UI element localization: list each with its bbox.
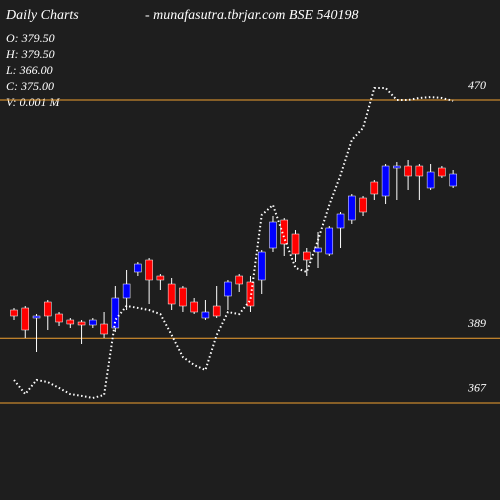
candle-body xyxy=(348,195,356,221)
annotation: O: 379.50 xyxy=(6,31,55,45)
candle-body xyxy=(100,323,108,335)
candle-body xyxy=(381,165,390,197)
candle-body xyxy=(415,165,424,177)
candle-body xyxy=(111,297,120,329)
candle-body xyxy=(134,263,142,273)
candle-body xyxy=(438,167,446,177)
chart-subtitle: - munafasutra.tbrjar.com BSE 540198 xyxy=(145,8,359,23)
candle-body xyxy=(167,283,176,305)
candle-body xyxy=(201,311,210,319)
candle-body xyxy=(66,319,75,325)
candle-body xyxy=(325,227,334,255)
candle-body xyxy=(156,275,165,281)
candle-body xyxy=(224,281,232,297)
candle-body xyxy=(269,221,277,249)
annotation: C: 375.00 xyxy=(6,79,54,93)
candle-body xyxy=(77,321,86,326)
annotation: L: 366.00 xyxy=(5,63,53,77)
candle-body xyxy=(426,171,435,189)
candle-body xyxy=(122,283,131,299)
candle-body xyxy=(145,259,153,281)
line-series xyxy=(13,86,454,399)
candle-body xyxy=(212,305,221,317)
candle-body xyxy=(89,319,97,326)
candle-body xyxy=(10,309,18,317)
chart-title: Daily Charts xyxy=(5,8,79,23)
annotation: H: 379.50 xyxy=(5,47,55,61)
candle-body xyxy=(359,197,367,213)
candle-body xyxy=(235,275,243,285)
candle-body xyxy=(393,165,401,169)
candle-body xyxy=(257,251,266,281)
candle-body xyxy=(190,301,198,313)
candle-body xyxy=(44,301,52,317)
candle-body xyxy=(449,173,457,187)
candle-body xyxy=(291,233,300,255)
candle-body xyxy=(32,315,41,319)
candle-body xyxy=(314,247,322,253)
candle-body xyxy=(55,313,63,323)
y-tick-label: 389 xyxy=(467,316,486,330)
annotation: V: 0.001 M xyxy=(6,95,61,109)
candle-body xyxy=(336,213,345,229)
candle-body xyxy=(179,287,187,307)
candle-body xyxy=(303,251,311,261)
y-tick-label: 367 xyxy=(467,381,487,395)
y-tick-label: 470 xyxy=(468,78,486,92)
candle-body xyxy=(21,307,30,331)
candle-body xyxy=(280,219,288,245)
candle-body xyxy=(370,181,379,195)
candle-body xyxy=(404,165,412,177)
